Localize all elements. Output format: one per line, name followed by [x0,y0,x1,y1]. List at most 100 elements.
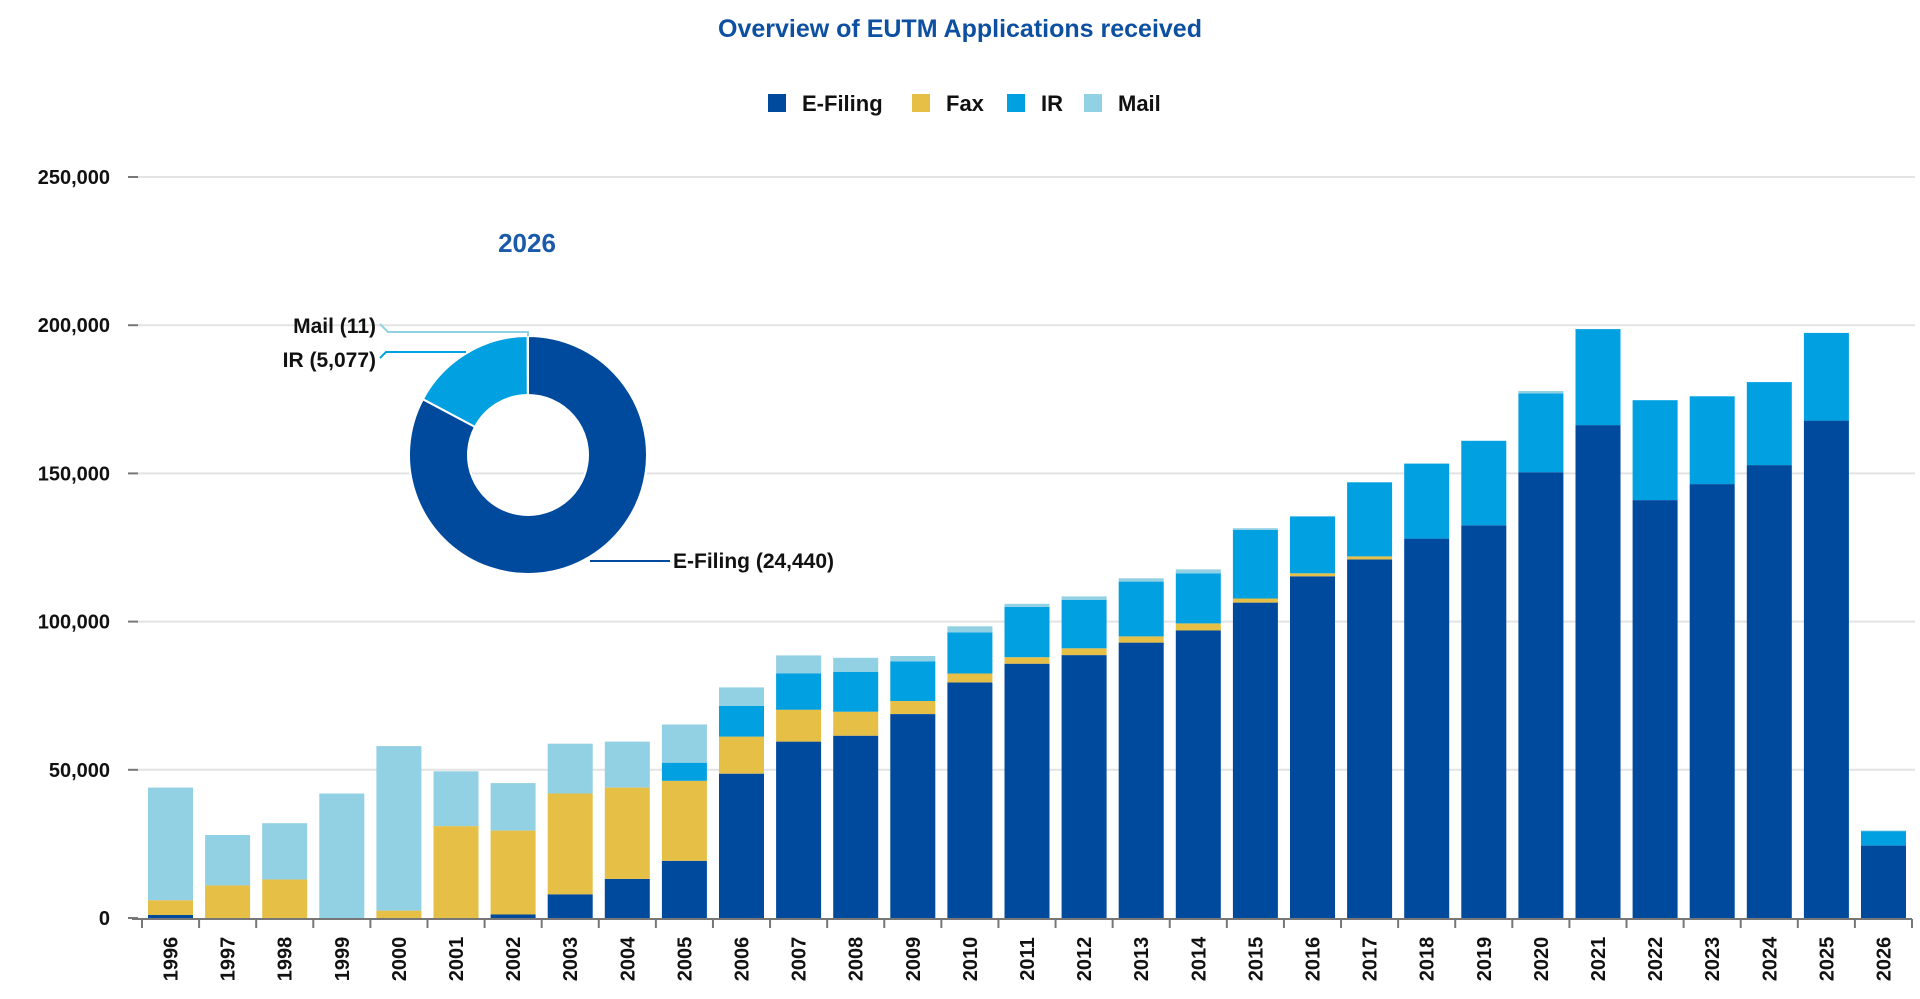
bar-e-filing-2004[interactable] [604,878,650,918]
bar-e-filing-2008[interactable] [833,735,879,918]
bar-fax-2011[interactable] [1004,657,1050,664]
bar-ir-2008[interactable] [833,672,879,712]
bar-ir-2014[interactable] [1175,573,1221,624]
bar-fax-2007[interactable] [776,709,822,742]
bar-fax-2001[interactable] [433,826,479,918]
bar-e-filing-2010[interactable] [947,682,993,918]
bar-group-2017 [1347,482,1393,918]
legend-item-e-filing[interactable]: E-Filing [768,91,883,116]
bar-fax-2012[interactable] [1061,648,1107,656]
bar-e-filing-2003[interactable] [547,894,593,918]
bar-mail-1996[interactable] [148,787,193,901]
bar-ir-2015[interactable] [1232,530,1278,599]
bar-fax-2004[interactable] [604,787,650,879]
bar-mail-2006[interactable] [719,687,764,706]
bar-e-filing-1996[interactable] [148,915,193,918]
bar-e-filing-2007[interactable] [776,741,822,918]
bar-ir-2018[interactable] [1404,463,1450,539]
bar-e-filing-2009[interactable] [890,714,936,918]
bar-mail-2011[interactable] [1004,603,1050,607]
bar-e-filing-2018[interactable] [1404,538,1450,918]
bar-ir-2006[interactable] [719,705,764,737]
bar-e-filing-2012[interactable] [1061,655,1107,918]
bar-fax-2015[interactable] [1232,598,1278,603]
bar-e-filing-2020[interactable] [1518,472,1564,918]
bar-e-filing-2021[interactable] [1575,425,1621,918]
bar-ir-2020[interactable] [1518,393,1564,473]
bar-mail-2009[interactable] [890,656,936,662]
bar-e-filing-2013[interactable] [1118,642,1164,918]
bar-fax-2017[interactable] [1347,556,1393,560]
bar-mail-2012[interactable] [1061,596,1107,600]
bar-mail-2015[interactable] [1232,528,1278,530]
legend-item-fax[interactable]: Fax [912,91,985,116]
bar-ir-2022[interactable] [1632,400,1678,501]
bar-fax-1996[interactable] [148,900,193,915]
bar-mail-2004[interactable] [604,741,650,788]
bar-ir-2005[interactable] [661,762,707,781]
x-tick-label: 2022 [1645,937,1667,982]
bar-fax-2000[interactable] [376,910,422,918]
bar-ir-2016[interactable] [1290,516,1335,574]
bar-mail-2000[interactable] [376,746,422,911]
bar-mail-2013[interactable] [1118,578,1164,582]
bar-fax-2003[interactable] [547,793,593,895]
bar-mail-1999[interactable] [319,793,365,919]
bar-ir-2007[interactable] [776,673,822,710]
bar-e-filing-2002[interactable] [490,914,536,918]
bar-fax-2002[interactable] [490,830,536,915]
bar-e-filing-2023[interactable] [1689,484,1735,918]
bar-group-2016 [1290,516,1335,918]
bar-e-filing-2017[interactable] [1347,559,1393,918]
bar-e-filing-2011[interactable] [1004,663,1050,918]
bar-ir-2010[interactable] [947,632,993,674]
bar-ir-2013[interactable] [1118,581,1164,637]
bar-ir-2011[interactable] [1004,606,1050,658]
bar-fax-2006[interactable] [719,736,764,774]
bar-e-filing-2019[interactable] [1461,525,1507,918]
bar-fax-2014[interactable] [1175,623,1221,631]
bar-mail-2020[interactable] [1518,391,1564,394]
bar-e-filing-2024[interactable] [1746,465,1792,918]
bar-ir-2025[interactable] [1803,332,1849,421]
bar-ir-2024[interactable] [1746,382,1792,466]
bar-fax-2005[interactable] [661,780,707,861]
bar-e-filing-2006[interactable] [719,773,764,918]
bar-fax-2009[interactable] [890,701,936,714]
bar-mail-2005[interactable] [661,724,707,763]
bar-e-filing-2025[interactable] [1803,420,1849,918]
bar-fax-2013[interactable] [1118,636,1164,643]
bar-mail-2007[interactable] [776,655,822,674]
bar-fax-2008[interactable] [833,711,879,736]
legend: E-Filing Fax IR Mail [768,91,1161,116]
bar-ir-2019[interactable] [1461,440,1507,526]
bar-mail-2026[interactable] [1861,830,1906,832]
bar-e-filing-2016[interactable] [1290,576,1335,918]
bar-mail-1998[interactable] [262,823,308,880]
bar-e-filing-2005[interactable] [661,860,707,918]
bar-mail-2001[interactable] [433,771,479,827]
bar-mail-2010[interactable] [947,626,993,633]
bar-e-filing-2022[interactable] [1632,500,1678,918]
bar-e-filing-2015[interactable] [1232,602,1278,918]
bar-fax-2010[interactable] [947,673,993,683]
legend-item-ir[interactable]: IR [1007,91,1063,116]
bar-mail-1997[interactable] [205,835,251,886]
bar-mail-2002[interactable] [490,783,536,831]
pie-slice-e-filing[interactable] [408,334,648,575]
bar-ir-2026[interactable] [1861,830,1906,846]
bar-mail-2003[interactable] [547,743,593,794]
bar-mail-2014[interactable] [1175,569,1221,574]
bar-ir-2023[interactable] [1689,396,1735,484]
bar-ir-2017[interactable] [1347,482,1393,557]
bar-ir-2021[interactable] [1575,329,1621,426]
bar-mail-2008[interactable] [833,657,879,672]
bar-fax-1998[interactable] [262,879,308,919]
bar-ir-2012[interactable] [1061,600,1107,649]
bar-e-filing-2014[interactable] [1175,630,1221,919]
bar-fax-1997[interactable] [205,885,251,918]
bar-fax-2016[interactable] [1290,573,1335,577]
bar-e-filing-2026[interactable] [1861,845,1906,918]
bar-ir-2009[interactable] [890,661,936,701]
legend-item-mail[interactable]: Mail [1084,91,1161,116]
